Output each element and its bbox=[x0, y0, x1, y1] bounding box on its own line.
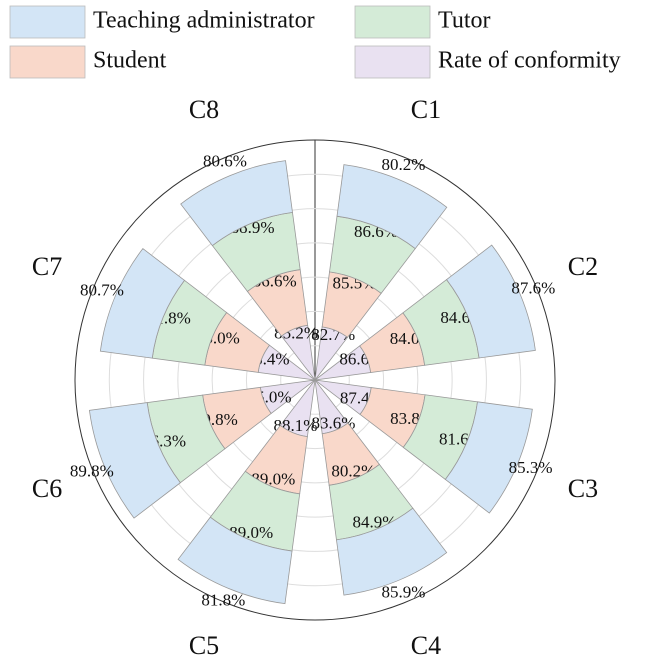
bar-segment bbox=[336, 164, 448, 250]
legend-swatch bbox=[354, 45, 431, 79]
legend-label: Student bbox=[93, 48, 167, 74]
legend-label: Rate of conformity bbox=[438, 48, 621, 74]
category-label: C2 bbox=[568, 252, 598, 281]
category-label: C7 bbox=[32, 252, 62, 281]
category-label: C1 bbox=[411, 95, 441, 124]
category-label: C6 bbox=[32, 474, 62, 503]
grid-ring bbox=[108, 173, 522, 587]
category-label: C3 bbox=[568, 474, 598, 503]
value-label: 81.8% bbox=[201, 590, 245, 609]
grid-ring bbox=[211, 276, 419, 484]
bar-segment bbox=[336, 507, 448, 596]
value-label: 80.2% bbox=[382, 155, 426, 174]
grid-ring bbox=[143, 208, 487, 552]
value-label: 89.8% bbox=[70, 461, 114, 480]
legend-label: Tutor bbox=[438, 8, 490, 34]
value-label: 80.7% bbox=[80, 281, 124, 300]
value-label: 85.9% bbox=[381, 582, 425, 601]
bar-segment bbox=[88, 402, 181, 519]
value-label: 87.6% bbox=[511, 278, 555, 297]
legend-swatch bbox=[9, 45, 86, 79]
category-label: C5 bbox=[189, 631, 219, 660]
grid-ring bbox=[280, 345, 350, 415]
value-label: 85.3% bbox=[509, 458, 553, 477]
value-label: 80.6% bbox=[203, 151, 247, 170]
category-label: C4 bbox=[411, 631, 441, 660]
bar-segment bbox=[99, 248, 186, 359]
bar-segment bbox=[177, 516, 293, 605]
bar-segment bbox=[446, 244, 536, 359]
grid-ring bbox=[245, 310, 385, 450]
legend-swatch bbox=[354, 5, 431, 39]
grid-ring bbox=[177, 242, 453, 518]
bar-segment bbox=[444, 401, 533, 514]
legend-swatch bbox=[9, 5, 86, 39]
legend-label: Teaching administrator bbox=[93, 8, 315, 34]
category-label: C8 bbox=[189, 95, 219, 124]
bar-segment bbox=[180, 160, 293, 247]
